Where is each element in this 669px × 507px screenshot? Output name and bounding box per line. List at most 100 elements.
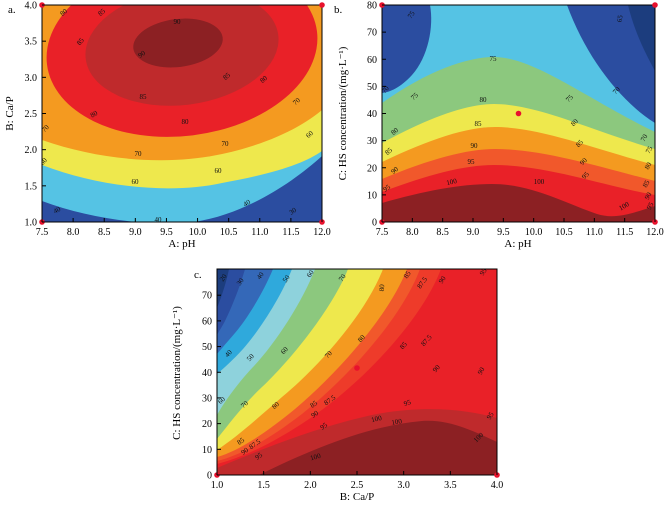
y-axis-title-c: C: HS concentration/(mg·L⁻¹) — [171, 306, 183, 440]
y-tick-label: 50 — [202, 342, 212, 353]
contour-value-label: 100 — [534, 178, 545, 186]
band-c-maroon — [259, 420, 497, 475]
y-tick-label: 1.5 — [25, 181, 38, 192]
contour-value-label: 85 — [574, 138, 585, 149]
contour-value-label: 60 — [216, 395, 227, 406]
contour-value-label: 90 — [578, 156, 589, 167]
y-tick-label: 80 — [367, 1, 377, 12]
contour-value-label: 40 — [155, 216, 163, 224]
x-tick-label: 11.5 — [282, 227, 299, 238]
contour-value-label: 85 — [383, 146, 394, 157]
contour-value-label: 100 — [446, 177, 458, 187]
x-axis-title-a: A: pH — [168, 238, 195, 250]
x-tick-label: 10.0 — [189, 227, 207, 238]
x-tick-label: 11.5 — [616, 227, 633, 238]
x-axis-b: 7.5 8.0 8.5 9.0 9.5 10.0 10.5 11.0 11.5 12.0 — [376, 218, 664, 238]
y-tick-label: 40 — [202, 368, 212, 379]
x-tick-label: 9.0 — [129, 227, 142, 238]
band-b-maroon — [382, 184, 655, 222]
contour-value-label: 75 — [564, 93, 575, 104]
contour-value-label: 60 — [304, 129, 315, 140]
y-tick-label: 0 — [372, 218, 377, 229]
contour-value-label: 70 — [135, 150, 143, 158]
panel-label-a: a. — [8, 4, 16, 16]
x-tick-label: 11.0 — [586, 227, 603, 238]
y-tick-label: 40 — [367, 109, 377, 120]
y-tick-label: 30 — [202, 393, 212, 404]
contour-value-label: 75 — [644, 145, 655, 155]
contour-value-label: 85 — [236, 436, 247, 447]
y-axis-c: 70 60 50 40 30 20 10 0 — [202, 291, 221, 482]
contour-value-label: 90 — [310, 409, 321, 420]
x-tick-label: 12.0 — [646, 227, 664, 238]
contour-value-label: 65 — [615, 14, 624, 23]
y-tick-label: 60 — [202, 316, 212, 327]
x-tick-label: 8.5 — [436, 227, 449, 238]
contour-value-label: 75 — [409, 91, 420, 102]
contour-value-label: 40 — [255, 270, 266, 281]
x-tick-label: 11.0 — [251, 227, 268, 238]
x-tick-label: 7.5 — [36, 227, 49, 238]
contour-value-label: 70 — [611, 85, 622, 96]
x-tick-label: 3.0 — [397, 480, 410, 491]
x-tick-label: 1.0 — [211, 480, 224, 491]
y-axis-title-a: B: Ca/P — [4, 96, 16, 131]
contour-value-label: 90 — [643, 191, 654, 201]
x-tick-label: 2.0 — [304, 480, 317, 491]
y-tick-label: 3.5 — [25, 37, 38, 48]
contour-value-label: 70 — [40, 123, 51, 134]
contour-value-label: 80 — [258, 74, 269, 85]
x-tick-label: 2.5 — [351, 480, 364, 491]
contour-value-label: 50 — [245, 352, 256, 363]
contour-value-label: 90 — [437, 274, 448, 285]
contour-value-label: 50 — [281, 273, 292, 284]
contour-value-label: 100 — [309, 452, 322, 463]
y-tick-label: 70 — [367, 28, 377, 39]
contour-value-label: 90 — [174, 18, 182, 26]
y-axis-title-b: C: HS concentration/(mg·L⁻¹) — [337, 46, 349, 180]
contour-value-label: 40 — [52, 205, 62, 216]
panel-label-c: c. — [194, 269, 202, 281]
contour-value-label: 20 — [218, 272, 229, 283]
plot-a-bands: 80 85 90 90 85 85 80 80 85 80 70 60 70 70 70 60 60 60 40 40… — [38, 5, 322, 224]
y-tick-label: 0 — [207, 471, 212, 482]
y-axis-a: 4.0 3.5 3.0 2.5 2.0 1.5 1.0 — [25, 1, 46, 229]
y-tick-label: 4.0 — [25, 1, 38, 12]
contour-value-label: 60 — [305, 268, 316, 279]
x-tick-label: 8.5 — [98, 227, 111, 238]
contour-value-label: 60 — [38, 156, 49, 167]
x-tick-label: 8.0 — [406, 227, 419, 238]
y-tick-label: 10 — [202, 445, 212, 456]
x-axis-a: 7.5 8.0 8.5 9.0 9.5 10.0 10.5 11.0 11.5 12.0 — [36, 218, 331, 238]
design-point-dot — [354, 365, 360, 371]
contour-value-label: 70 — [222, 140, 230, 148]
contour-value-label: 70 — [323, 349, 334, 360]
contour-value-label: 80 — [480, 96, 488, 104]
y-tick-label: 70 — [202, 291, 212, 302]
y-axis-b: 80 70 60 50 40 30 20 10 0 — [367, 1, 386, 229]
design-point-dot — [652, 2, 658, 8]
y-tick-label: 50 — [367, 82, 377, 93]
y-tick-label: 1.0 — [25, 218, 38, 229]
y-tick-label: 10 — [367, 190, 377, 201]
contour-value-label: 80 — [356, 333, 367, 344]
contour-value-label: 85 — [309, 399, 320, 410]
contour-value-label: 80 — [89, 109, 99, 120]
y-tick-label: 30 — [367, 136, 377, 147]
contour-value-label: 85 — [140, 93, 148, 101]
contour-value-label: 80 — [378, 283, 387, 291]
y-tick-label: 20 — [367, 163, 377, 174]
x-tick-label: 9.5 — [497, 227, 510, 238]
design-point-dot — [319, 2, 325, 8]
contour-value-label: 85 — [96, 7, 107, 18]
y-tick-label: 2.0 — [25, 145, 38, 156]
contour-value-label: 90 — [471, 142, 479, 150]
band-b-darkblue-topright — [567, 5, 655, 123]
